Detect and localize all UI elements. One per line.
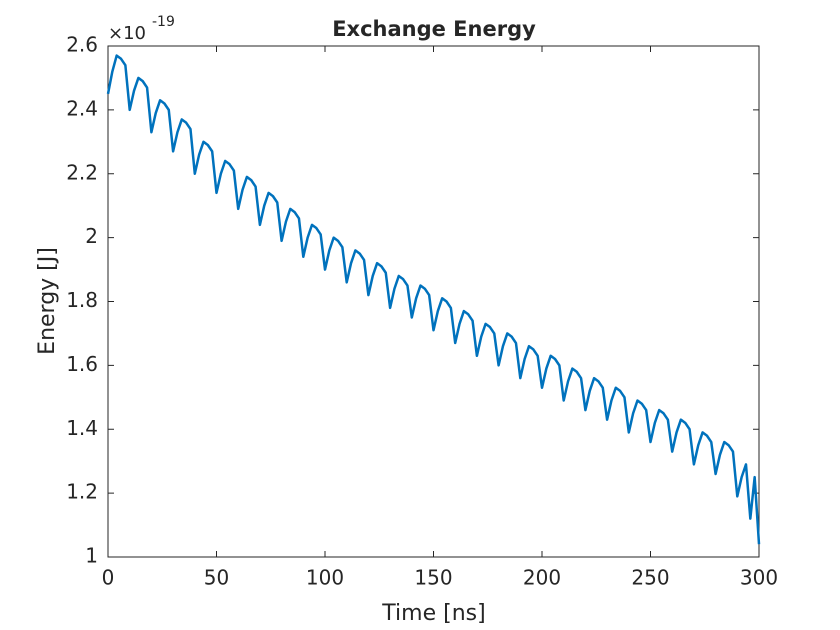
y-tick-label: 1.4 — [66, 416, 98, 440]
chart-title: Exchange Energy — [332, 17, 536, 41]
y-multiplier: ×10 — [108, 23, 146, 44]
y-tick-label: 2.6 — [66, 33, 98, 57]
x-axis-label: Time [ns] — [381, 601, 485, 626]
x-tick-label: 50 — [204, 566, 229, 590]
x-tick-label: 250 — [631, 566, 669, 590]
y-tick-label: 1.6 — [66, 352, 98, 376]
y-tick-label: 1.2 — [66, 480, 98, 504]
x-tick-label: 150 — [414, 566, 452, 590]
y-tick-label: 1 — [85, 544, 98, 568]
y-tick-label: 1.8 — [66, 288, 98, 312]
x-tick-label: 300 — [740, 566, 778, 590]
x-tick-label: 0 — [102, 566, 115, 590]
y-axis-label: Energy [J] — [35, 247, 60, 355]
y-tick-label: 2 — [85, 224, 98, 248]
y-tick-label: 2.2 — [66, 160, 98, 184]
x-tick-label: 100 — [306, 566, 344, 590]
y-tick-label: 2.4 — [66, 96, 98, 120]
data-line — [106, 54, 761, 545]
x-tick-label: 200 — [523, 566, 561, 590]
y-multiplier-exponent: -19 — [152, 14, 175, 30]
